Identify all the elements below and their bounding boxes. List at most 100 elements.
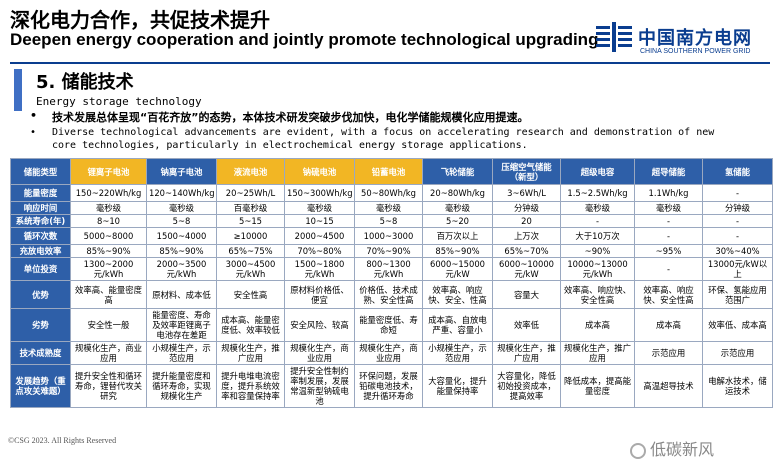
table-row: 优势 效率高、能量密度高 原材料、成本低 安全性高 原材料价格低、便宜 价格低、技术成熟、… bbox=[10, 280, 773, 309]
table-header-cell: 储能类型 bbox=[10, 158, 71, 185]
table-header-cell: 液流电池 bbox=[216, 158, 285, 185]
table-cell: 1500~4000 bbox=[146, 227, 217, 245]
watermark-icon bbox=[630, 442, 646, 459]
table-cell: 85%~90% bbox=[146, 244, 217, 258]
row-label-cell: 单位投资 bbox=[10, 257, 71, 281]
table-cell: 提升安全性制约率制发展，发展常温新型钠硫电池 bbox=[284, 364, 355, 408]
table-row: 单位投资 1300~2000元/kWh 2000~3500元/kWh 3000~450… bbox=[10, 257, 773, 281]
table-cell: 规模化生产，推广应用 bbox=[216, 341, 285, 365]
table-cell: 提升能量密度和循环寿命，实现规模化生产 bbox=[146, 364, 217, 408]
table-cell: 120~140Wh/kg bbox=[146, 184, 217, 202]
table-cell: 70%~80% bbox=[284, 244, 355, 258]
table-cell: 20~80Wh/kg bbox=[422, 184, 493, 202]
table-cell: 原材料、成本低 bbox=[146, 280, 217, 309]
table-cell: 效率高、能量密度高 bbox=[70, 280, 147, 309]
table-header-cell: 飞轮储能 bbox=[422, 158, 493, 185]
table-cell: 6000~10000元/kW bbox=[492, 257, 561, 281]
table-cell: 价格低、技术成熟、安全性高 bbox=[354, 280, 423, 309]
bullet-list: • 技术发展总体呈现“百花齐放”的态势，本体技术研发突破步伐加快，电化学储能规模… bbox=[30, 109, 770, 152]
table-cell: 85%~90% bbox=[70, 244, 147, 258]
page-title-cn: 深化电力合作，共促技术提升 bbox=[10, 8, 270, 32]
table-cell: 成本高 bbox=[634, 308, 703, 342]
bullet-cn: • 技术发展总体呈现“百花齐放”的态势，本体技术研发突破步伐加快，电化学储能规模… bbox=[30, 109, 770, 126]
table-cell: 5~8 bbox=[354, 214, 423, 228]
table-cell: 提升安全性和循环寿命，锂替代攻关研究 bbox=[70, 364, 147, 408]
table-cell: 毫秒级 bbox=[560, 201, 635, 215]
table-cell: 提升电堆电流密度，提升系统效率和容量保持率 bbox=[216, 364, 285, 408]
table-header-cell: 超导储能 bbox=[634, 158, 703, 185]
table-cell: 大容量化，降低初始投资成本，提高效率 bbox=[492, 364, 561, 408]
table-cell: 降低成本，提高能量密度 bbox=[560, 364, 635, 408]
table-cell: 成本高 bbox=[560, 308, 635, 342]
row-label-cell: 循环次数 bbox=[10, 227, 71, 245]
table-cell: 上万次 bbox=[492, 227, 561, 245]
table-cell: 小规模生产，示范应用 bbox=[422, 341, 493, 365]
table-cell: ≥10000 bbox=[216, 227, 285, 245]
table-row: 发展趋势（重点攻关难题） 提升安全性和循环寿命，锂替代攻关研究 提升能量密度和循环寿… bbox=[10, 364, 773, 408]
table-header-cell: 压缩空气储能（新型） bbox=[492, 158, 561, 185]
table-cell: 3000~4500元/kWh bbox=[216, 257, 285, 281]
table-cell: 毫秒级 bbox=[284, 201, 355, 215]
table-header-cell: 钠离子电池 bbox=[146, 158, 217, 185]
watermark-text: 低碳新风 bbox=[650, 440, 715, 459]
row-label-cell: 发展趋势（重点攻关难题） bbox=[10, 364, 71, 408]
table-cell: 2000~3500元/kWh bbox=[146, 257, 217, 281]
table-cell: 3~6Wh/L bbox=[492, 184, 561, 202]
table-cell: 效率高、响应快、安全性高 bbox=[634, 280, 703, 309]
table-cell: - bbox=[702, 184, 773, 202]
bullet-text-cont: core technologies, particularly in elect… bbox=[52, 140, 528, 151]
table-header-cell: 铅蓄电池 bbox=[354, 158, 423, 185]
table-cell: 10000~13000元/kWh bbox=[560, 257, 635, 281]
row-label-cell: 能量密度 bbox=[10, 184, 71, 202]
table-cell: 毫秒级 bbox=[354, 201, 423, 215]
table-cell: 30%~40% bbox=[702, 244, 773, 258]
table-cell: 示范应用 bbox=[702, 341, 773, 365]
table-cell: 百毫秒级 bbox=[216, 201, 285, 215]
table-cell: 毫秒级 bbox=[146, 201, 217, 215]
table-cell: 大容量化，提升能量保持率 bbox=[422, 364, 493, 408]
table-header-cell: 氢储能 bbox=[702, 158, 773, 185]
energy-storage-table: 储能类型 锂离子电池 钠离子电池 液流电池 钠硫电池 铅蓄电池 飞轮储能 压缩空气储能（新型）… bbox=[10, 158, 773, 408]
table-header-cell: 锂离子电池 bbox=[70, 158, 147, 185]
table-cell: - bbox=[634, 257, 703, 281]
table-cell: 毫秒级 bbox=[70, 201, 147, 215]
table-cell: 环保、氢能应用范围广 bbox=[702, 280, 773, 309]
table-cell: 效率高、响应快、安全、性高 bbox=[422, 280, 493, 309]
section-accent-bar bbox=[14, 69, 22, 111]
table-cell: 能量密度、寿命及效率距锂离子电池存在差距 bbox=[146, 308, 217, 342]
company-logo: 中国南方电网 CHINA SOUTHERN POWER GRID bbox=[596, 22, 776, 66]
table-header-cell: 钠硫电池 bbox=[284, 158, 355, 185]
table-cell: 规模化生产，推广应用 bbox=[492, 341, 561, 365]
row-label-cell: 系统寿命(年) bbox=[10, 214, 71, 228]
bullet-dot-icon: • bbox=[30, 127, 37, 138]
table-header-row: 储能类型 锂离子电池 钠离子电池 液流电池 钠硫电池 铅蓄电池 飞轮储能 压缩空气储能（新型）… bbox=[10, 158, 773, 185]
table-cell: - bbox=[634, 214, 703, 228]
table-cell: 5~15 bbox=[216, 214, 285, 228]
table-cell: 高温超导技术 bbox=[634, 364, 703, 408]
bullet-text: Diverse technological advancements are e… bbox=[52, 127, 715, 138]
table-cell: 规模化生产，商业应用 bbox=[284, 341, 355, 365]
row-label-cell: 响应时间 bbox=[10, 201, 71, 215]
table-row: 技术成熟度 规模化生产，商业应用 小规模生产，示范应用 规模化生产，推广应用 规模化生产… bbox=[10, 341, 773, 365]
table-cell: 1300~2000元/kWh bbox=[70, 257, 147, 281]
table-cell: 示范应用 bbox=[634, 341, 703, 365]
table-row: 循环次数 5000~8000 1500~4000 ≥10000 2000~4500 100… bbox=[10, 227, 773, 245]
table-row: 充放电效率 85%~90% 85%~90% 65%~75% 70%~80% 70%~90%… bbox=[10, 244, 773, 258]
table-cell: - bbox=[560, 214, 635, 228]
table-cell: 20 bbox=[492, 214, 561, 228]
table-cell: 电解水技术，储运技术 bbox=[702, 364, 773, 408]
table-cell: 容量大 bbox=[492, 280, 561, 309]
table-row: 系统寿命(年) 8~10 5~8 5~15 10~15 5~8 5~20 20- - - bbox=[10, 214, 773, 228]
row-label-cell: 优势 bbox=[10, 280, 71, 309]
table-cell: 规模化生产，商业应用 bbox=[70, 341, 147, 365]
row-label-cell: 充放电效率 bbox=[10, 244, 71, 258]
table-cell: 85%~90% bbox=[422, 244, 493, 258]
watermark: 低碳新风 bbox=[630, 436, 714, 460]
section-title: 5. 储能技术 bbox=[36, 72, 134, 93]
table-cell: 小规模生产，示范应用 bbox=[146, 341, 217, 365]
table-cell: 8~10 bbox=[70, 214, 147, 228]
table-cell: ~95% bbox=[634, 244, 703, 258]
table-cell: 安全性高 bbox=[216, 280, 285, 309]
table-cell: 50~80Wh/kg bbox=[354, 184, 423, 202]
table-cell: 800~1300元/kWh bbox=[354, 257, 423, 281]
